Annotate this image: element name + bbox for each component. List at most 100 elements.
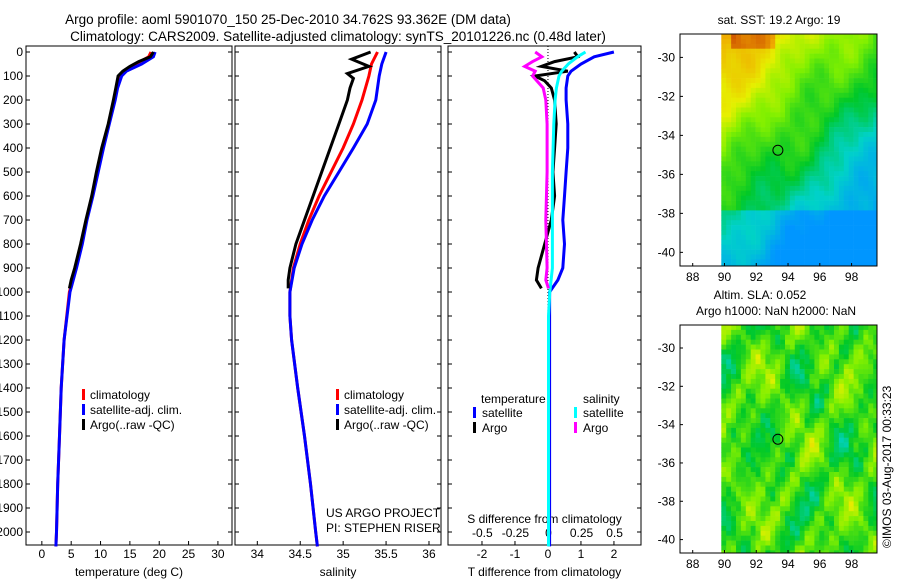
map-cell	[731, 78, 737, 84]
map-cell	[765, 215, 771, 221]
map-cell	[755, 432, 761, 438]
map-cell	[858, 359, 864, 365]
map-cell	[809, 48, 815, 54]
map-cell	[848, 393, 854, 399]
map-cell	[780, 102, 786, 108]
map-cell	[770, 369, 776, 375]
map-cell	[834, 447, 840, 453]
map-cell	[721, 166, 727, 172]
map-cell	[794, 467, 800, 473]
map-cell	[873, 34, 877, 40]
map-cell	[765, 452, 771, 458]
map-cell	[799, 525, 805, 532]
map-cell	[848, 442, 854, 448]
depth-tick-label: 800	[3, 237, 23, 251]
map-cell	[721, 38, 727, 45]
map-cell	[760, 521, 766, 527]
map-cell	[785, 447, 791, 453]
map-cell	[740, 481, 747, 487]
map-cell	[848, 408, 854, 414]
map-cell	[809, 190, 815, 196]
map-cell	[755, 112, 761, 118]
map-cell	[750, 161, 756, 167]
map-cell	[794, 545, 800, 551]
map-cell	[824, 87, 830, 94]
map-cell	[745, 496, 751, 502]
map-cell	[775, 141, 781, 147]
map-cell	[745, 215, 751, 221]
map-cell	[731, 383, 737, 389]
map-cell	[775, 102, 781, 108]
map-cell	[873, 423, 877, 429]
map-cell	[721, 205, 727, 211]
map-cell	[799, 210, 805, 216]
map-cell	[721, 259, 727, 265]
map-cell	[780, 34, 786, 40]
map-cell	[819, 234, 825, 241]
map-cell	[853, 403, 859, 409]
map-cell	[736, 87, 742, 94]
map-cell	[750, 73, 756, 79]
map-cell	[868, 210, 874, 216]
map-cell	[873, 78, 877, 84]
map-cell	[858, 141, 864, 147]
map-cell	[873, 344, 877, 350]
map-cell	[799, 442, 805, 448]
map-cell	[765, 185, 771, 192]
map-cell	[789, 437, 796, 443]
map-cell	[858, 53, 864, 59]
map-cell	[853, 239, 859, 245]
map-cell	[853, 92, 859, 98]
map-cell	[736, 132, 742, 138]
map-cell	[765, 476, 771, 483]
map-cell	[775, 117, 781, 123]
map-cell	[785, 151, 791, 157]
map-cell	[819, 516, 825, 522]
map-cell	[819, 442, 825, 448]
map-cell	[829, 171, 835, 177]
map-cell	[848, 364, 854, 370]
map-cell	[736, 249, 742, 255]
map-cell	[809, 53, 815, 59]
map-cell	[873, 53, 877, 59]
map-cell	[755, 43, 761, 49]
map-cell	[770, 383, 776, 389]
map-cell	[726, 112, 732, 118]
map-cell	[726, 329, 732, 336]
lat-tick-label: -40	[658, 533, 676, 547]
map-cell	[760, 334, 766, 340]
map-cell	[834, 496, 840, 502]
map-cell	[838, 146, 845, 152]
map-cell	[858, 413, 864, 419]
lat-tick-label: -36	[658, 167, 676, 181]
map-cell	[809, 486, 815, 492]
map-cell	[721, 472, 727, 478]
map-cell	[770, 535, 776, 541]
map-cell	[843, 171, 849, 177]
map-cell	[809, 545, 815, 551]
map-cell	[780, 344, 786, 350]
map-cell	[721, 437, 727, 443]
map-cell	[853, 501, 859, 507]
map-cell	[843, 259, 849, 265]
map-cell	[804, 171, 810, 177]
map-cell	[780, 230, 786, 236]
map-cell	[834, 112, 840, 118]
map-cell	[736, 349, 742, 355]
map-cell	[721, 467, 727, 473]
map-cell	[868, 78, 874, 84]
map-cell	[824, 136, 830, 143]
map-cell	[770, 334, 776, 340]
map-cell	[794, 102, 800, 108]
map-cell	[868, 427, 874, 434]
map-cell	[721, 63, 727, 69]
map-cell	[863, 195, 869, 201]
map-cell	[829, 329, 835, 336]
map-cell	[873, 511, 877, 517]
map-cell	[760, 136, 766, 143]
map-cell	[873, 117, 877, 123]
map-cell	[799, 254, 805, 260]
project-line-1: US ARGO PROJECT	[326, 506, 441, 520]
map-cell	[838, 234, 845, 241]
map-cell	[863, 383, 869, 389]
